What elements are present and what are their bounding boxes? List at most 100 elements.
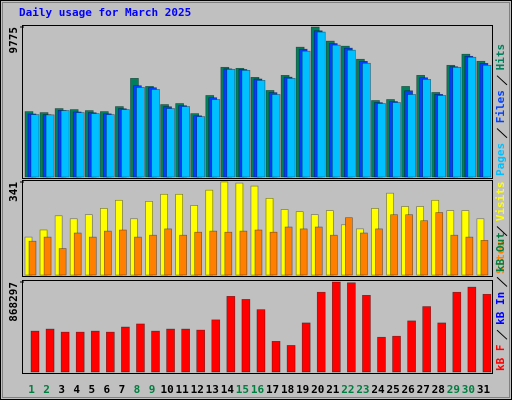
bar <box>106 114 115 178</box>
x-tick-label: 22 <box>341 383 354 396</box>
bar <box>179 234 187 276</box>
x-tick-label: 27 <box>417 383 430 396</box>
x-tick-label: 25 <box>386 383 399 396</box>
bar <box>256 80 266 178</box>
chart-title: Daily usage for March 2025 <box>19 6 191 19</box>
bar <box>28 240 37 276</box>
bar <box>377 336 386 373</box>
bar <box>181 106 190 178</box>
bar <box>239 230 248 276</box>
bar <box>54 215 63 276</box>
y-tick-label: 9775 <box>7 27 20 54</box>
bar <box>482 293 492 373</box>
bar <box>314 226 323 276</box>
x-tick-label: 16 <box>251 383 265 396</box>
y-tick-label: 868297 <box>7 282 20 322</box>
x-tick-label: 19 <box>296 383 309 396</box>
bar <box>73 232 82 276</box>
x-tick-label: 4 <box>73 383 80 396</box>
bar <box>345 217 353 276</box>
x-tick-label: 18 <box>281 383 294 396</box>
legend-label: Hits <box>494 44 507 71</box>
legend: Sites Visits <box>494 181 508 274</box>
bar <box>347 49 356 178</box>
bar <box>211 99 221 178</box>
x-tick-label: 7 <box>119 383 126 396</box>
bar <box>422 79 431 178</box>
bar <box>467 56 477 178</box>
x-tick-label: 31 <box>477 383 491 396</box>
x-tick-label: 24 <box>371 383 385 396</box>
bar <box>30 114 40 178</box>
x-tick-label: 2 <box>43 383 50 396</box>
bar <box>299 228 308 276</box>
bar <box>90 330 100 373</box>
bar <box>136 87 145 178</box>
legend-label: Visits <box>494 181 507 221</box>
legend-label: Files <box>494 90 507 123</box>
legend-label: Pages <box>494 143 507 176</box>
x-tick-label: 8 <box>134 383 141 396</box>
bar <box>420 220 428 276</box>
bar <box>301 322 311 373</box>
legend-separator <box>496 128 508 139</box>
bar <box>271 341 281 373</box>
legend: kB F kB In kB Out <box>494 232 508 372</box>
bar <box>362 62 371 178</box>
bar <box>450 234 459 276</box>
bar <box>134 236 142 276</box>
bar <box>435 212 444 276</box>
bar <box>104 230 112 276</box>
bar <box>196 329 206 373</box>
x-tick-label: 3 <box>58 383 65 396</box>
bar <box>329 234 338 276</box>
bar <box>75 331 85 373</box>
legend: Pages Files Hits <box>494 44 508 176</box>
bar <box>88 236 97 276</box>
bar <box>316 31 326 178</box>
bar <box>121 326 130 373</box>
bar <box>269 231 278 276</box>
x-tick-label: 11 <box>176 383 190 396</box>
bar <box>235 182 244 276</box>
bar <box>360 232 368 276</box>
legend-separator <box>496 75 508 86</box>
legend-label: Sites <box>494 241 507 274</box>
bar <box>30 330 40 373</box>
bar <box>60 110 70 178</box>
bar <box>43 236 52 276</box>
bar <box>151 330 160 373</box>
x-tick-label: 15 <box>236 383 249 396</box>
x-tick-label: 6 <box>104 383 111 396</box>
x-tick-label: 28 <box>432 383 445 396</box>
bar <box>256 309 266 373</box>
bar <box>377 103 386 178</box>
bar <box>254 229 263 276</box>
bar <box>375 228 383 276</box>
legend-label: kB In <box>494 292 507 325</box>
bar <box>284 226 293 276</box>
bar <box>407 94 416 178</box>
bar <box>331 281 341 373</box>
x-tick-label: 29 <box>447 383 460 396</box>
bar <box>226 68 236 178</box>
legend-label: kB F <box>494 345 507 372</box>
x-tick-label: 14 <box>221 383 235 396</box>
bar <box>45 114 55 178</box>
bar <box>347 282 356 373</box>
x-tick-label: 21 <box>326 383 340 396</box>
x-tick-label: 9 <box>149 383 156 396</box>
x-tick-label: 10 <box>160 383 173 396</box>
legend-separator <box>496 276 508 287</box>
bar <box>149 234 157 276</box>
x-tick-label: 23 <box>356 383 369 396</box>
bar <box>482 64 492 178</box>
bar <box>241 69 251 178</box>
bar <box>151 89 160 178</box>
bar <box>60 331 70 373</box>
x-tick-label: 30 <box>462 383 475 396</box>
x-tick-label: 26 <box>402 383 416 396</box>
bar <box>467 286 477 373</box>
